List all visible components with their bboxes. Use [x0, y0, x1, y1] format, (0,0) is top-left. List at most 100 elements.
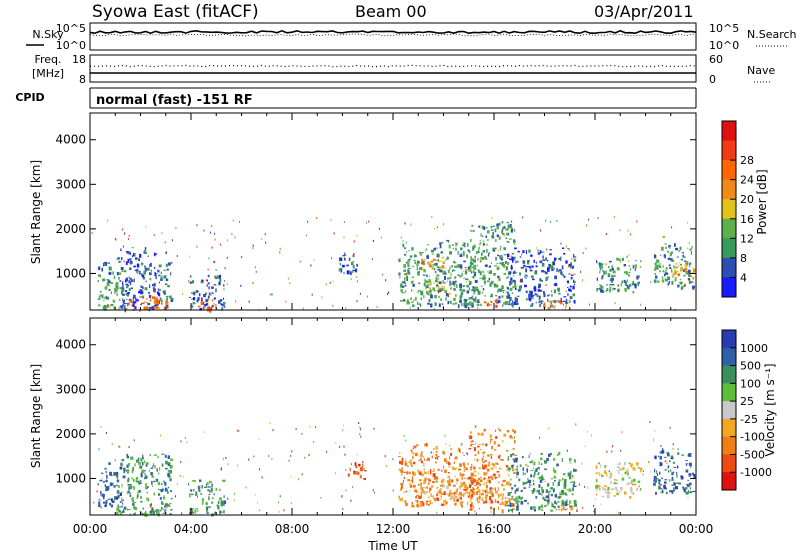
echo-cell — [462, 462, 465, 466]
echo-cell — [116, 479, 120, 483]
echo-cell — [453, 281, 455, 284]
echo-cell — [97, 280, 99, 283]
echo-cell — [441, 241, 444, 244]
echo-cell — [499, 503, 503, 505]
echo-cell — [151, 509, 154, 512]
echo-cell — [493, 440, 497, 445]
echo-cell — [571, 493, 574, 496]
echo-cell — [208, 286, 210, 290]
echo-cell — [443, 492, 446, 496]
echo-cell — [467, 463, 469, 465]
echo-cell — [363, 467, 365, 470]
echo-cell — [510, 491, 512, 493]
cpid-value: normal (fast) -151 RF — [96, 93, 253, 108]
echo-cell — [631, 282, 633, 286]
echo-cell — [512, 448, 515, 450]
echo-cell — [589, 303, 590, 306]
echo-cell — [224, 279, 226, 282]
echo-cell — [470, 494, 473, 498]
echo-cell — [400, 482, 404, 486]
echo-cell — [673, 466, 677, 468]
echo-cell — [449, 489, 452, 494]
echo-cell — [431, 216, 433, 218]
echo-cell — [676, 266, 678, 269]
echo-cell — [135, 476, 139, 480]
echo-cell — [441, 469, 443, 472]
echo-cell — [119, 280, 122, 282]
echo-cell — [465, 467, 468, 471]
echo-cell — [134, 269, 137, 272]
echo-cell — [211, 286, 214, 289]
echo-cell — [678, 482, 682, 485]
echo-cell — [468, 270, 470, 272]
echo-cell — [151, 507, 153, 510]
echo-cell — [561, 265, 564, 270]
echo-cell — [470, 505, 474, 507]
echo-cell — [356, 276, 358, 278]
echo-cell — [494, 265, 497, 267]
echo-cell — [411, 463, 413, 467]
echo-cell — [474, 484, 477, 487]
echo-cell — [428, 299, 431, 302]
echo-cell — [483, 242, 485, 245]
echo-cell — [144, 247, 147, 251]
echo-cell — [546, 248, 548, 251]
echo-cell — [209, 490, 212, 493]
echo-cell — [272, 429, 274, 432]
echo-cell — [418, 459, 421, 462]
echo-cell — [142, 295, 145, 299]
echo-cell — [124, 470, 126, 473]
echo-cell — [109, 502, 112, 506]
echo-cell — [123, 509, 124, 512]
echo-cell — [435, 457, 437, 460]
echo-cell — [355, 465, 358, 469]
echo-cell — [607, 273, 611, 278]
echo-cell — [495, 436, 498, 439]
echo-cell — [446, 480, 449, 484]
echo-cell — [115, 282, 119, 286]
echo-cell — [136, 460, 139, 463]
echo-cell — [426, 486, 428, 489]
echo-cell — [507, 296, 510, 299]
echo-cell — [125, 469, 128, 472]
echo-cell — [143, 250, 147, 254]
echo-cell — [478, 443, 481, 445]
echo-cell — [360, 428, 362, 431]
echo-cell — [436, 493, 439, 497]
echo-cell — [654, 455, 657, 460]
echo-cell — [195, 510, 199, 512]
echo-cell — [117, 481, 119, 484]
echo-cell — [427, 293, 430, 296]
echo-cell — [402, 482, 404, 485]
echo-cell — [248, 458, 250, 461]
echo-cell — [507, 481, 510, 485]
echo-cell — [422, 455, 425, 458]
echo-cell — [105, 501, 108, 505]
echo-cell — [151, 480, 153, 485]
echo-cell — [665, 246, 667, 250]
echo-cell — [137, 493, 139, 498]
echo-cell — [687, 278, 691, 281]
echo-cell — [423, 490, 426, 493]
echo-cell — [632, 467, 636, 471]
echo-cell — [668, 460, 671, 462]
echo-cell — [109, 471, 112, 476]
echo-cell — [449, 478, 451, 481]
echo-cell — [460, 291, 464, 296]
echo-cell — [202, 306, 205, 310]
echo-cell — [404, 462, 408, 466]
echo-cell — [147, 303, 151, 306]
echo-cell — [133, 300, 135, 304]
echo-cell — [118, 298, 121, 301]
echo-cell — [213, 297, 216, 300]
echo-cell — [148, 294, 152, 298]
echo-cell — [512, 469, 514, 472]
echo-cell — [419, 253, 422, 256]
echo-cell — [650, 281, 652, 284]
echo-cell — [462, 285, 465, 287]
echo-cell — [682, 254, 684, 258]
echo-cell — [100, 425, 102, 428]
echo-cell — [461, 244, 464, 246]
echo-cell — [352, 269, 356, 272]
echo-cell — [669, 258, 673, 261]
